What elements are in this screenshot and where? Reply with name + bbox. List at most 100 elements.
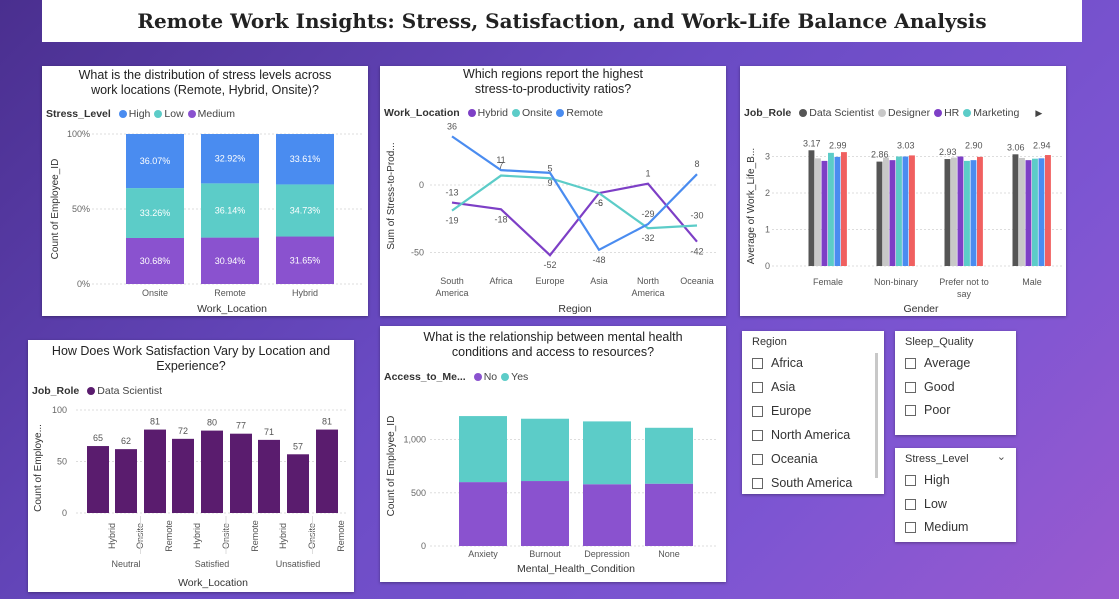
- sleep-quality-slicer[interactable]: Sleep_Quality Average Good Poor: [895, 331, 1016, 435]
- data-label: 71: [264, 427, 274, 437]
- slicer-option-high[interactable]: High: [905, 472, 950, 488]
- checkbox[interactable]: [752, 357, 763, 369]
- checkbox[interactable]: [905, 357, 916, 369]
- legend-swatch: [154, 110, 163, 118]
- worklife-balance-card[interactable]: Job_Role Data Scientist Designer HR Mark…: [740, 66, 1066, 316]
- y-tick-label: 2: [765, 188, 770, 198]
- checkbox[interactable]: [905, 474, 916, 486]
- chart-legend: Job_Role Data Scientist Designer HR Mark…: [744, 107, 1042, 119]
- slicer-option-medium[interactable]: Medium: [905, 519, 968, 535]
- satisfaction-card[interactable]: How Does Work Satisfaction Vary by Locat…: [28, 340, 354, 592]
- data-label: -13: [445, 188, 458, 198]
- bar-data-scientist: [808, 150, 815, 266]
- x-tick-label: None: [658, 549, 680, 559]
- y-tick-label: 100%: [67, 129, 90, 139]
- x-tick-label: Oceania: [680, 276, 714, 286]
- slicer-option-north-america[interactable]: North America: [752, 427, 850, 443]
- bar-data-scientist: [944, 159, 951, 266]
- data-label: 3.06: [1007, 142, 1025, 152]
- legend-item: Hybrid: [477, 107, 508, 119]
- slicer-option-oceania[interactable]: Oceania: [752, 451, 818, 467]
- data-label: 36.14%: [215, 205, 246, 215]
- legend-next-icon[interactable]: ▶: [1035, 107, 1043, 118]
- legend-swatch: [878, 109, 887, 117]
- bar-segment-no: [645, 483, 693, 546]
- chevron-down-icon[interactable]: ⌄: [996, 451, 1006, 463]
- y-tick-label: 3: [765, 152, 770, 162]
- checkbox[interactable]: [752, 405, 763, 417]
- bar-series-4: [970, 160, 977, 266]
- bar-segment-high: [126, 133, 184, 189]
- x-tick-label: Non-binary: [874, 277, 919, 287]
- line-remote: [451, 135, 698, 252]
- x-axis-title: Mental_Health_Condition: [517, 563, 635, 575]
- legend-item: Medium: [197, 108, 236, 120]
- bar-data-scientist: [87, 446, 109, 513]
- line-hybrid: [451, 182, 698, 257]
- bar-segment-high: [201, 134, 259, 184]
- slicer-option-average[interactable]: Average: [905, 355, 970, 371]
- data-label: 36: [447, 121, 457, 131]
- legend-item: Marketing: [973, 107, 1020, 119]
- checkbox[interactable]: [752, 453, 763, 465]
- x-tick-label: Anxiety: [468, 549, 498, 559]
- checkbox[interactable]: [752, 429, 763, 441]
- x-axis-title: Work_Location: [197, 303, 267, 315]
- data-label: 33.61%: [290, 154, 321, 164]
- data-label: 30.68%: [140, 256, 171, 266]
- bar-series-5: [909, 155, 915, 266]
- x-tick-label: Remote: [336, 520, 346, 552]
- slicer-scrollbar[interactable]: [875, 353, 878, 478]
- slicer-option-asia[interactable]: Asia: [752, 379, 795, 395]
- bar-data-scientist: [230, 433, 252, 513]
- slicer-option-europe[interactable]: Europe: [752, 403, 811, 419]
- checkbox[interactable]: [752, 477, 763, 489]
- option-label: Good: [924, 380, 955, 394]
- checkbox[interactable]: [905, 521, 916, 533]
- bar-data-scientist: [144, 429, 166, 513]
- stress-distribution-card[interactable]: What is the distribution of stress level…: [42, 66, 368, 316]
- group-label: Neutral: [111, 559, 140, 569]
- data-label: -42: [690, 247, 703, 257]
- y-tick-label: 0: [62, 508, 67, 518]
- checkbox[interactable]: [752, 381, 763, 393]
- bar-segment-yes: [459, 416, 507, 483]
- bar-segment-low: [276, 184, 334, 237]
- slicer-option-poor[interactable]: Poor: [905, 402, 950, 418]
- bar-series-5: [977, 156, 983, 266]
- option-label: Medium: [924, 520, 969, 534]
- y-tick-label: 50%: [72, 204, 90, 214]
- checkbox[interactable]: [905, 381, 916, 393]
- stress-level-slicer[interactable]: Stress_Level ⌄ High Low Medium: [895, 448, 1016, 542]
- slicer-option-low[interactable]: Low: [905, 496, 947, 512]
- slicer-header: Sleep_Quality: [905, 336, 974, 348]
- data-label: 31.65%: [290, 255, 321, 265]
- data-label: -18: [494, 214, 507, 224]
- checkbox[interactable]: [905, 498, 916, 510]
- y-tick-label: -50: [411, 248, 424, 258]
- bar-marketing: [828, 152, 834, 266]
- data-label: 81: [150, 417, 160, 427]
- option-label: Low: [924, 497, 947, 511]
- legend-swatch: [501, 373, 510, 381]
- slicer-option-africa[interactable]: Africa: [752, 355, 803, 371]
- legend-item: Data Scientist: [97, 385, 163, 397]
- data-label: 33.26%: [140, 208, 171, 218]
- legend-title: Work_Location: [384, 107, 460, 119]
- slicer-option-good[interactable]: Good: [905, 379, 955, 395]
- data-label: 3.17: [803, 138, 821, 148]
- option-label: Africa: [771, 356, 803, 370]
- x-tick-label: say: [957, 289, 972, 299]
- data-label: 8: [694, 159, 699, 169]
- data-label: 80: [207, 418, 217, 428]
- y-tick-label: 500: [411, 488, 426, 498]
- x-tick-label: Remote: [214, 288, 246, 298]
- checkbox[interactable]: [905, 404, 916, 416]
- mental-health-card[interactable]: What is the relationship between mental …: [380, 326, 726, 582]
- regions-ratio-card[interactable]: Which regions report the highest stress-…: [380, 66, 726, 316]
- slicer-option-south-america[interactable]: South America: [752, 475, 852, 491]
- data-label: 9: [547, 178, 552, 188]
- region-slicer[interactable]: Region Africa Asia Europe North America …: [742, 331, 884, 494]
- legend-swatch: [934, 109, 943, 117]
- bar-hr: [1025, 160, 1032, 266]
